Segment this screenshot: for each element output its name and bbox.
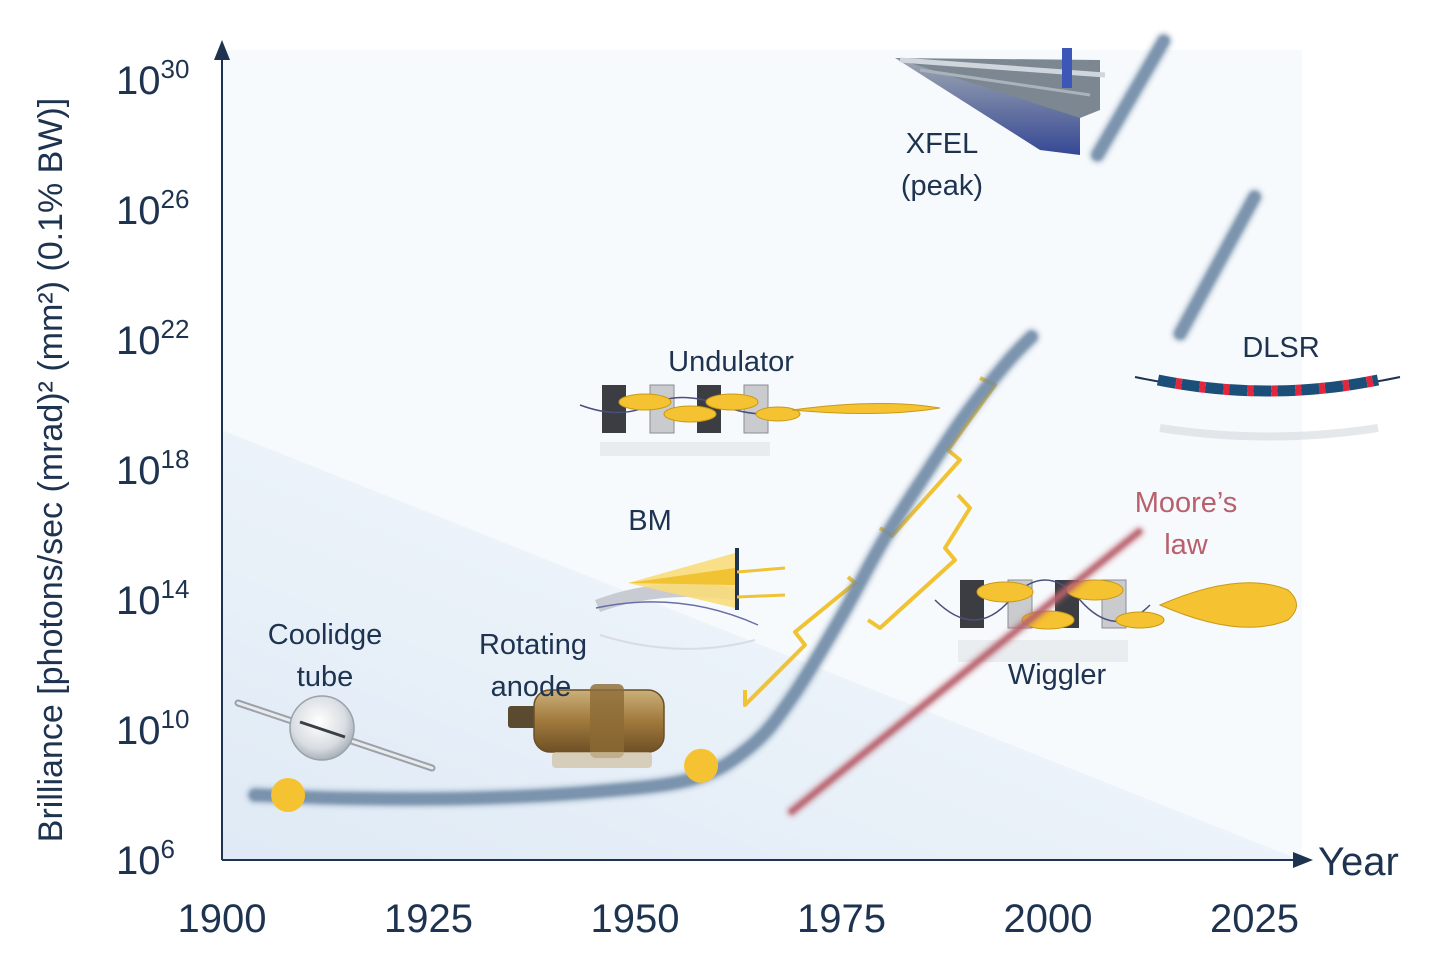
y-tick-22: 1022: [116, 314, 189, 363]
marker-point-2: [684, 748, 719, 783]
series-layer: [246, 32, 1264, 818]
bending-magnet-illustration: [595, 548, 786, 650]
coolidge-tube-illustration: [234, 695, 436, 772]
series-xfel-line: [1091, 35, 1170, 161]
wiggler-label: Wiggler: [1008, 659, 1107, 691]
rotating-label-line1: Rotating: [479, 629, 587, 661]
y-tick-18: 1018: [116, 444, 189, 493]
dlsr-ring-illustration: [1134, 374, 1401, 441]
xfel-label-line2: (peak): [901, 170, 983, 202]
x-tick-2025: 2025: [1210, 897, 1299, 941]
coolidge-label-line1: Coolidge: [268, 619, 382, 651]
x-tick-1975: 1975: [797, 897, 886, 941]
moores-label-line2: law: [1164, 529, 1209, 561]
rotating-anode-illustration: [508, 684, 665, 768]
marker-point-1: [271, 778, 306, 812]
xfel-label-line1: XFEL: [906, 128, 979, 160]
x-tick-2000: 2000: [1004, 897, 1093, 941]
bm-label: BM: [628, 505, 672, 537]
y-tick-30: 1030: [116, 54, 189, 103]
x-axis-label: Year: [1318, 840, 1399, 884]
undulator-illustration: [579, 384, 941, 456]
markers-layer: [271, 748, 719, 812]
coolidge-label-line2: tube: [297, 661, 353, 693]
annotations: Coolidge tube Rotating anode BM Undulato…: [268, 128, 1320, 703]
dlsr-label: DLSR: [1242, 332, 1319, 364]
rotating-label-line2: anode: [491, 671, 572, 703]
y-axis-label: Brilliance [photons/sec (mrad)² (mm²) (0…: [32, 98, 70, 842]
undulator-label: Undulator: [668, 346, 794, 378]
x-tick-labels: 1900 1925 1950 1975 2000 2025: [178, 897, 1299, 941]
x-tick-1950: 1950: [591, 897, 680, 941]
background-tint: [222, 430, 1300, 860]
xfel-illustration: [895, 48, 1106, 155]
y-tick-6: 106: [116, 834, 175, 883]
y-tick-14: 1014: [116, 574, 189, 623]
series-dlsr-line: [1174, 191, 1261, 340]
series-main-line: [249, 330, 1038, 805]
moores-label-line1: Moore’s: [1135, 487, 1238, 519]
bracket-second-generation: [866, 493, 972, 630]
x-tick-1925: 1925: [384, 897, 473, 941]
y-tick-labels: 106 1010 1014 1018 1022 1026 1030: [116, 54, 189, 883]
y-tick-26: 1026: [116, 184, 189, 233]
y-tick-10: 1010: [116, 704, 189, 753]
axes: [214, 40, 1313, 868]
series-moores-line: [788, 528, 1142, 815]
x-tick-1900: 1900: [178, 897, 267, 941]
